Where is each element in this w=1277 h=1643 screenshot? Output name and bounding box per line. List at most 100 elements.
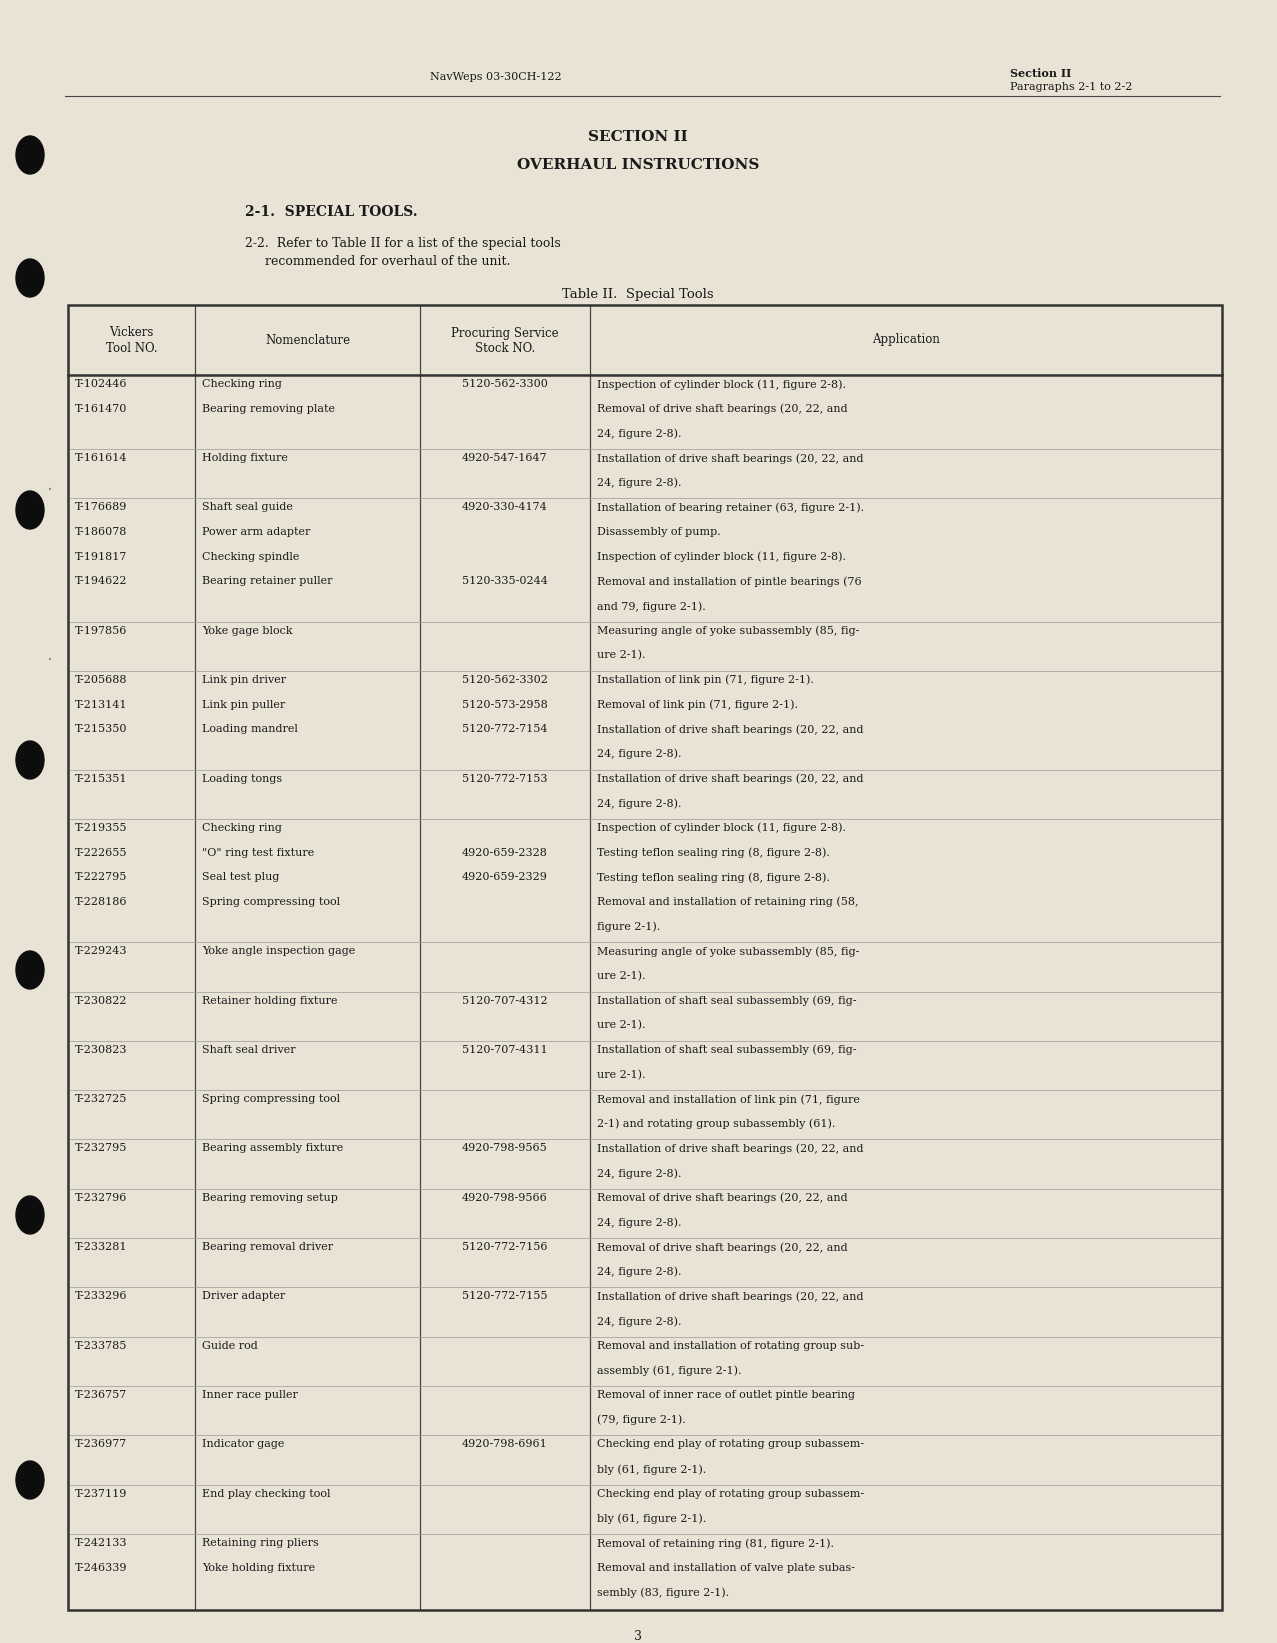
Text: T-233296: T-233296 <box>75 1291 128 1301</box>
Text: Checking end play of rotating group subassem-: Checking end play of rotating group suba… <box>598 1439 865 1449</box>
Text: •: • <box>49 486 52 493</box>
Text: Shaft seal guide: Shaft seal guide <box>202 503 292 513</box>
Text: Testing teflon sealing ring (8, figure 2-8).: Testing teflon sealing ring (8, figure 2… <box>598 848 830 858</box>
Text: Removal of drive shaft bearings (20, 22, and: Removal of drive shaft bearings (20, 22,… <box>598 1242 848 1252</box>
Text: Seal test plug: Seal test plug <box>202 872 280 882</box>
Text: Tool NO.: Tool NO. <box>106 342 157 355</box>
Text: Bearing assembly fixture: Bearing assembly fixture <box>202 1144 344 1153</box>
Text: 4920-659-2329: 4920-659-2329 <box>462 872 548 882</box>
Text: Inspection of cylinder block (11, figure 2-8).: Inspection of cylinder block (11, figure… <box>598 552 845 562</box>
Text: Link pin puller: Link pin puller <box>202 700 285 710</box>
Text: T-197856: T-197856 <box>75 626 128 636</box>
Text: SECTION II: SECTION II <box>589 130 688 145</box>
Text: bly (61, figure 2-1).: bly (61, figure 2-1). <box>598 1513 706 1525</box>
Text: Installation of drive shaft bearings (20, 22, and: Installation of drive shaft bearings (20… <box>598 1291 863 1301</box>
Text: Removal of drive shaft bearings (20, 22, and: Removal of drive shaft bearings (20, 22,… <box>598 404 848 414</box>
Text: Removal of drive shaft bearings (20, 22, and: Removal of drive shaft bearings (20, 22,… <box>598 1193 848 1203</box>
Text: 2-1.  SPECIAL TOOLS.: 2-1. SPECIAL TOOLS. <box>245 205 418 219</box>
Text: 5120-772-7155: 5120-772-7155 <box>462 1291 548 1301</box>
Text: T-213141: T-213141 <box>75 700 128 710</box>
Text: 5120-707-4311: 5120-707-4311 <box>462 1045 548 1055</box>
Text: Measuring angle of yoke subassembly (85, fig-: Measuring angle of yoke subassembly (85,… <box>598 626 859 636</box>
Text: Inspection of cylinder block (11, figure 2-8).: Inspection of cylinder block (11, figure… <box>598 380 845 389</box>
Text: 24, figure 2-8).: 24, figure 2-8). <box>598 1316 682 1326</box>
Text: T-102446: T-102446 <box>75 380 128 389</box>
Text: Disassembly of pump.: Disassembly of pump. <box>598 527 720 537</box>
Text: T-229243: T-229243 <box>75 946 128 956</box>
Text: ure 2-1).: ure 2-1). <box>598 651 645 660</box>
Text: T-237119: T-237119 <box>75 1489 128 1498</box>
Text: Driver adapter: Driver adapter <box>202 1291 285 1301</box>
Text: T-232725: T-232725 <box>75 1094 128 1104</box>
Text: T-161614: T-161614 <box>75 453 128 463</box>
Ellipse shape <box>17 260 43 297</box>
Text: T-176689: T-176689 <box>75 503 128 513</box>
Text: 5120-772-7154: 5120-772-7154 <box>462 725 548 734</box>
Text: T-236757: T-236757 <box>75 1390 128 1400</box>
Text: 24, figure 2-8).: 24, figure 2-8). <box>598 478 682 488</box>
Text: Loading tongs: Loading tongs <box>202 774 282 784</box>
Text: T-233785: T-233785 <box>75 1341 128 1351</box>
Text: Table II.  Special Tools: Table II. Special Tools <box>562 288 714 301</box>
Text: 5120-707-4312: 5120-707-4312 <box>462 996 548 1006</box>
Text: 24, figure 2-8).: 24, figure 2-8). <box>598 1217 682 1227</box>
Text: T-230822: T-230822 <box>75 996 128 1006</box>
Text: 24, figure 2-8).: 24, figure 2-8). <box>598 1267 682 1277</box>
Text: Installation of shaft seal subassembly (69, fig-: Installation of shaft seal subassembly (… <box>598 996 857 1006</box>
Text: Inner race puller: Inner race puller <box>202 1390 298 1400</box>
Text: Checking ring: Checking ring <box>202 380 282 389</box>
Text: T-191817: T-191817 <box>75 552 128 562</box>
Text: 4920-798-9566: 4920-798-9566 <box>462 1193 548 1203</box>
Text: Removal and installation of rotating group sub-: Removal and installation of rotating gro… <box>598 1341 865 1351</box>
Text: Bearing removing setup: Bearing removing setup <box>202 1193 338 1203</box>
Text: Installation of drive shaft bearings (20, 22, and: Installation of drive shaft bearings (20… <box>598 725 863 734</box>
Text: "O" ring test fixture: "O" ring test fixture <box>202 848 314 858</box>
Ellipse shape <box>17 1461 43 1498</box>
Text: Removal of retaining ring (81, figure 2-1).: Removal of retaining ring (81, figure 2-… <box>598 1538 834 1549</box>
Text: Removal and installation of retaining ring (58,: Removal and installation of retaining ri… <box>598 897 858 907</box>
Text: T-194622: T-194622 <box>75 577 128 587</box>
Text: Nomenclature: Nomenclature <box>264 334 350 347</box>
Text: Paragraphs 2-1 to 2-2: Paragraphs 2-1 to 2-2 <box>1010 82 1133 92</box>
Text: T-205688: T-205688 <box>75 675 128 685</box>
Text: Removal of inner race of outlet pintle bearing: Removal of inner race of outlet pintle b… <box>598 1390 856 1400</box>
Text: ure 2-1).: ure 2-1). <box>598 971 645 981</box>
Text: Testing teflon sealing ring (8, figure 2-8).: Testing teflon sealing ring (8, figure 2… <box>598 872 830 882</box>
Text: 5120-772-7153: 5120-772-7153 <box>462 774 548 784</box>
Text: ure 2-1).: ure 2-1). <box>598 1020 645 1030</box>
Text: Yoke gage block: Yoke gage block <box>202 626 292 636</box>
Text: Checking end play of rotating group subassem-: Checking end play of rotating group suba… <box>598 1489 865 1498</box>
Text: Link pin driver: Link pin driver <box>202 675 286 685</box>
Text: End play checking tool: End play checking tool <box>202 1489 331 1498</box>
Text: T-161470: T-161470 <box>75 404 128 414</box>
Text: Indicator gage: Indicator gage <box>202 1439 285 1449</box>
Ellipse shape <box>17 136 43 174</box>
Text: recommended for overhaul of the unit.: recommended for overhaul of the unit. <box>266 255 511 268</box>
Text: 24, figure 2-8).: 24, figure 2-8). <box>598 749 682 759</box>
Text: 24, figure 2-8).: 24, figure 2-8). <box>598 1168 682 1178</box>
Text: 5120-335-0244: 5120-335-0244 <box>462 577 548 587</box>
Text: Application: Application <box>872 334 940 347</box>
Text: Removal and installation of link pin (71, figure: Removal and installation of link pin (71… <box>598 1094 859 1104</box>
Text: T-232795: T-232795 <box>75 1144 128 1153</box>
Text: Yoke angle inspection gage: Yoke angle inspection gage <box>202 946 355 956</box>
Text: 5120-562-3302: 5120-562-3302 <box>462 675 548 685</box>
Text: 4920-547-1647: 4920-547-1647 <box>462 453 548 463</box>
Text: Bearing retainer puller: Bearing retainer puller <box>202 577 332 587</box>
Text: Power arm adapter: Power arm adapter <box>202 527 310 537</box>
Text: 4920-798-9565: 4920-798-9565 <box>462 1144 548 1153</box>
Text: Holding fixture: Holding fixture <box>202 453 287 463</box>
Text: Removal and installation of valve plate subas-: Removal and installation of valve plate … <box>598 1562 856 1572</box>
Text: T-215351: T-215351 <box>75 774 128 784</box>
Text: 2-2.  Refer to Table II for a list of the special tools: 2-2. Refer to Table II for a list of the… <box>245 237 561 250</box>
Text: OVERHAUL INSTRUCTIONS: OVERHAUL INSTRUCTIONS <box>517 158 760 173</box>
Ellipse shape <box>17 1196 43 1234</box>
Text: 5120-772-7156: 5120-772-7156 <box>462 1242 548 1252</box>
Text: 3: 3 <box>633 1630 642 1643</box>
Text: Installation of drive shaft bearings (20, 22, and: Installation of drive shaft bearings (20… <box>598 1144 863 1153</box>
Text: Installation of drive shaft bearings (20, 22, and: Installation of drive shaft bearings (20… <box>598 453 863 463</box>
Ellipse shape <box>17 951 43 989</box>
Text: Bearing removing plate: Bearing removing plate <box>202 404 335 414</box>
Text: Guide rod: Guide rod <box>202 1341 258 1351</box>
Text: Checking spindle: Checking spindle <box>202 552 299 562</box>
